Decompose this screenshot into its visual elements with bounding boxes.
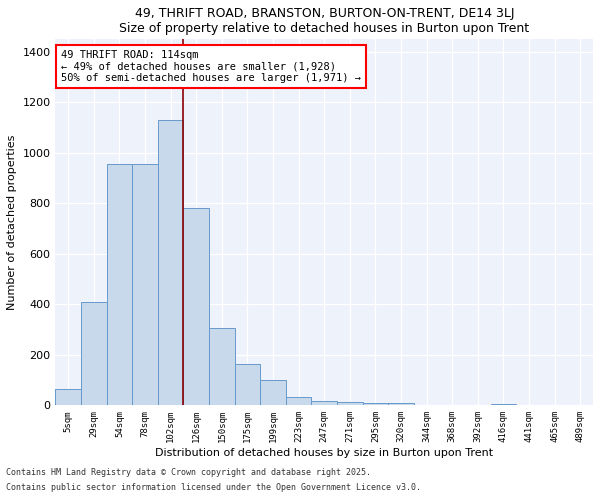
Bar xyxy=(337,402,362,406)
Bar xyxy=(158,120,184,406)
Bar xyxy=(132,164,158,406)
Y-axis label: Number of detached properties: Number of detached properties xyxy=(7,134,17,310)
Bar xyxy=(235,364,260,406)
Bar xyxy=(184,208,209,406)
Bar xyxy=(286,398,311,406)
Bar xyxy=(81,302,107,406)
Bar xyxy=(107,164,132,406)
Text: Contains HM Land Registry data © Crown copyright and database right 2025.: Contains HM Land Registry data © Crown c… xyxy=(6,468,371,477)
Bar xyxy=(388,404,414,406)
Bar xyxy=(491,404,516,406)
Bar xyxy=(362,403,388,406)
Bar xyxy=(311,401,337,406)
X-axis label: Distribution of detached houses by size in Burton upon Trent: Distribution of detached houses by size … xyxy=(155,448,493,458)
Bar xyxy=(55,389,81,406)
Bar xyxy=(260,380,286,406)
Bar xyxy=(209,328,235,406)
Title: 49, THRIFT ROAD, BRANSTON, BURTON-ON-TRENT, DE14 3LJ
Size of property relative t: 49, THRIFT ROAD, BRANSTON, BURTON-ON-TRE… xyxy=(119,7,529,35)
Text: Contains public sector information licensed under the Open Government Licence v3: Contains public sector information licen… xyxy=(6,483,421,492)
Text: 49 THRIFT ROAD: 114sqm
← 49% of detached houses are smaller (1,928)
50% of semi-: 49 THRIFT ROAD: 114sqm ← 49% of detached… xyxy=(61,50,361,83)
